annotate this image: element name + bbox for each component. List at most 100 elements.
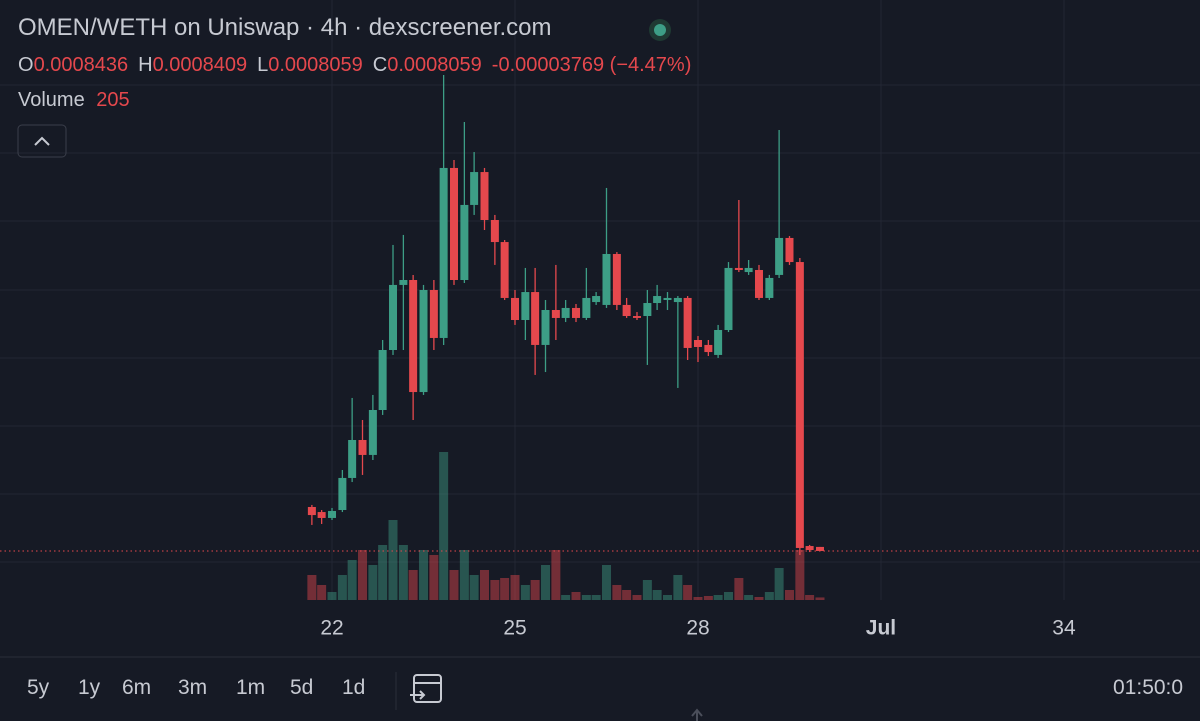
candle-body <box>328 510 337 518</box>
volume-bar <box>713 595 723 600</box>
candle-body <box>348 440 357 478</box>
ohlc-value: 0.0008059 <box>268 54 363 76</box>
candle-body <box>368 410 377 455</box>
period-button[interactable]: 3m <box>178 676 208 699</box>
volume-bar <box>632 595 642 600</box>
candle-body <box>765 277 774 298</box>
clock: 01:50:0 <box>1113 676 1184 699</box>
volume-bar <box>693 597 703 600</box>
volume-bar <box>490 580 500 600</box>
volume-label: Volume <box>18 89 85 111</box>
date-range-icon[interactable] <box>410 674 442 703</box>
candle-body <box>521 292 530 320</box>
calendar-arrow <box>410 690 426 700</box>
volume-bar <box>480 570 490 600</box>
candle-body <box>399 280 408 285</box>
candle-body <box>450 167 459 280</box>
x-tick-label: 22 <box>320 617 343 640</box>
candle-body <box>795 262 804 548</box>
volume-bar <box>368 565 378 600</box>
status-dot <box>654 24 666 36</box>
volume-bar <box>398 545 408 600</box>
volume-bar <box>571 592 581 600</box>
volume-bar <box>774 568 784 600</box>
chart-title: OMEN/WETH on Uniswap · 4h · dexscreener.… <box>18 14 552 41</box>
period-button[interactable]: 1d <box>342 676 366 699</box>
ohlc-value: 0.0008436 <box>33 54 129 76</box>
candles <box>307 74 824 555</box>
volume-bar <box>439 452 449 600</box>
volume-bar <box>378 545 388 600</box>
volume-bar <box>500 578 510 600</box>
volume-bar <box>419 550 429 600</box>
ohlc-value: 0.0008059 <box>387 54 482 76</box>
candle-body <box>378 350 387 410</box>
ohlc-label: O <box>18 54 34 76</box>
volume-bar <box>683 585 693 600</box>
volume-bar <box>723 592 733 600</box>
candle-body <box>805 546 814 550</box>
volume-bar <box>795 550 805 600</box>
volume-bar <box>703 596 713 600</box>
candle-body <box>602 253 611 305</box>
candle-body <box>429 290 438 338</box>
candle-body <box>419 290 428 393</box>
volume-bar <box>662 595 672 600</box>
candle-body <box>490 220 499 243</box>
candle-body <box>734 267 743 270</box>
collapse-icon <box>34 136 50 146</box>
candle-body <box>358 440 367 455</box>
volume-bar <box>408 570 418 600</box>
period-button[interactable]: 6m <box>122 676 152 699</box>
candle-body <box>500 242 509 298</box>
candle-body <box>307 506 316 516</box>
volume-bar <box>510 575 520 600</box>
candle-body <box>632 316 641 318</box>
volume-bar <box>734 578 744 600</box>
volume-value: 205 <box>96 89 130 111</box>
candle-body <box>612 253 621 305</box>
candle-body <box>704 344 713 353</box>
volume-bar <box>429 555 439 600</box>
ohlc-legend: O0.0008436 H0.0008409 L0.0008059 C0.0008059… <box>18 54 691 77</box>
period-button[interactable]: 1y <box>78 676 101 699</box>
x-tick-label: Jul <box>866 617 896 640</box>
volume-bar <box>337 575 347 600</box>
collapse-button[interactable] <box>17 124 67 158</box>
volume-bar <box>764 592 774 600</box>
candle-body <box>439 167 448 338</box>
scroll-arrow <box>691 708 703 721</box>
volume-bar <box>459 550 469 600</box>
volume-bar <box>449 570 459 600</box>
candle-body <box>693 340 702 347</box>
candle-body <box>541 310 550 345</box>
volume-bar <box>591 595 601 600</box>
period-button[interactable]: 1m <box>236 676 266 699</box>
volume-bar <box>327 592 337 600</box>
volume-bar <box>612 585 622 600</box>
period-button[interactable]: 5d <box>290 676 314 699</box>
volume-bar <box>358 550 368 600</box>
candle-body <box>470 172 479 205</box>
ohlc-label: L <box>257 54 269 76</box>
ohlc-value: 0.0008409 <box>152 54 248 76</box>
candle-body <box>460 204 469 280</box>
volume-bar <box>784 590 794 600</box>
volume-bar <box>642 580 652 600</box>
volume-bar <box>551 550 561 600</box>
ohlc-change: -0.00003769 (−4.47%) <box>491 54 692 76</box>
volume-bar <box>754 597 764 600</box>
candle-body <box>724 267 733 330</box>
period-button[interactable]: 5y <box>27 676 50 699</box>
volume-bar <box>540 565 550 600</box>
volume-bar <box>307 575 317 600</box>
volume-legend: Volume 205 <box>18 89 130 112</box>
volume-bar <box>520 585 530 600</box>
x-tick-label: 28 <box>686 617 709 640</box>
candle-body <box>582 297 591 318</box>
candle-body <box>673 297 682 303</box>
volume-bar <box>744 595 754 600</box>
candle-body <box>511 297 520 320</box>
candle-body <box>592 296 601 303</box>
